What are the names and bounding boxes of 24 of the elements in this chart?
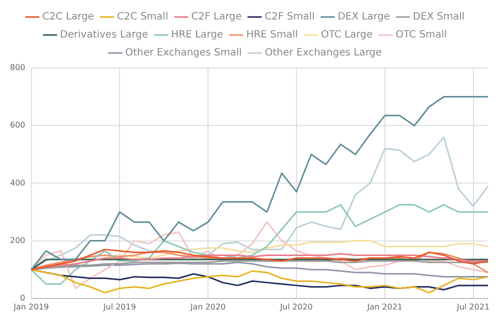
y-tick-label: 0 bbox=[20, 293, 26, 302]
x-tick-label: Jul 2019 bbox=[102, 302, 136, 312]
legend-label: HRE Large bbox=[171, 30, 224, 41]
legend-label: DEX Small bbox=[412, 12, 465, 23]
y-tick-label: 200 bbox=[10, 236, 26, 245]
legend-label: Other Exchanges Large bbox=[264, 48, 382, 59]
y-tick-label: 600 bbox=[10, 120, 26, 130]
legend-label: HRE Small bbox=[246, 30, 298, 41]
x-tick-label: Jan 2021 bbox=[366, 302, 402, 312]
legend-label: Other Exchanges Small bbox=[125, 48, 242, 59]
legend-label: C2C Large bbox=[42, 12, 94, 23]
y-tick-label: 800 bbox=[10, 63, 26, 72]
x-tick-label: Jan 2020 bbox=[189, 302, 226, 312]
legend-label: C2F Small bbox=[264, 12, 315, 23]
legend-label: Derivatives Large bbox=[60, 30, 148, 41]
legend-label: C2C Small bbox=[116, 12, 168, 23]
x-tick-label: Jul 2020 bbox=[279, 302, 313, 312]
y-tick-label: 400 bbox=[10, 178, 26, 188]
x-tick-label: Jan 2019 bbox=[12, 302, 49, 312]
legend-label: OTC Small bbox=[396, 30, 447, 41]
legend-label: OTC Large bbox=[320, 30, 373, 41]
x-tick-label: Jul 2021 bbox=[456, 302, 490, 312]
legend-label: DEX Large bbox=[338, 12, 390, 23]
legend-label: C2F Large bbox=[191, 12, 242, 23]
